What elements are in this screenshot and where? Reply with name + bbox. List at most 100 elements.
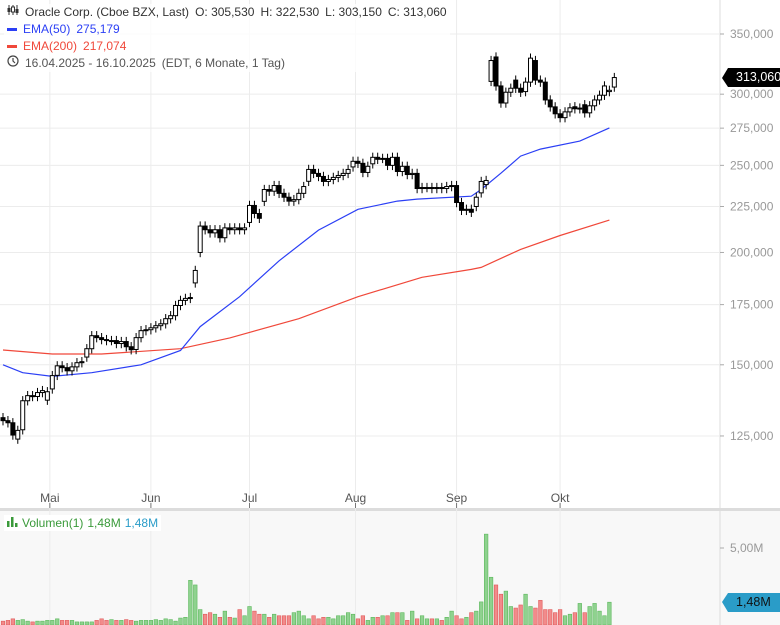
candle-body	[286, 196, 292, 202]
candle-body	[463, 208, 469, 211]
candle	[108, 335, 114, 346]
candle	[286, 192, 292, 206]
candle-body	[84, 348, 90, 358]
candle	[350, 156, 356, 172]
candle-body	[153, 325, 159, 329]
candlestick-icon[interactable]	[7, 4, 19, 21]
candle	[222, 223, 228, 243]
candle-body	[528, 57, 534, 83]
price-tick-label: 225,000	[730, 199, 774, 213]
volume-bar	[5, 620, 11, 625]
month-label: Sep	[446, 491, 468, 505]
ema50-line	[2, 127, 610, 378]
candle	[528, 53, 534, 87]
ema50-label: EMA(50)	[23, 22, 71, 36]
volume-bar	[276, 615, 282, 625]
candle	[606, 85, 612, 97]
volume-bar	[548, 609, 553, 625]
pane-separator	[0, 508, 780, 511]
candle	[542, 77, 548, 105]
candle	[532, 55, 538, 85]
clock-icon	[7, 55, 19, 72]
candle-body	[296, 192, 302, 201]
candle	[143, 325, 149, 336]
volume-bar	[469, 612, 474, 625]
last-price-tag-arrow	[722, 68, 728, 87]
candle	[434, 182, 440, 194]
candle-body	[493, 56, 499, 87]
candle	[84, 344, 90, 362]
volume-bar	[45, 620, 50, 625]
volume-bar	[311, 615, 316, 625]
price-tick-label: 250,000	[730, 158, 774, 172]
candle	[0, 413, 6, 426]
volume-bar	[582, 612, 587, 625]
candle	[483, 175, 489, 190]
volume-bar	[375, 616, 380, 625]
candle-body	[177, 299, 183, 306]
candle	[153, 321, 159, 333]
ema200-swatch	[7, 45, 17, 48]
candle-body	[20, 400, 26, 431]
candle-body	[542, 81, 548, 101]
candle	[360, 158, 366, 178]
candle-body	[597, 94, 603, 101]
candle-body	[523, 81, 529, 93]
candle	[118, 336, 124, 349]
candle-body	[552, 106, 558, 115]
candle	[168, 311, 174, 324]
volume-bar	[419, 615, 425, 625]
candle	[562, 107, 568, 123]
candle	[113, 335, 119, 349]
volume-bar	[69, 620, 75, 625]
candle	[128, 342, 134, 355]
candle	[242, 223, 248, 235]
volume-bar	[410, 610, 415, 625]
volume-bar	[543, 609, 548, 625]
volume-bar	[242, 615, 247, 625]
candle-body	[365, 165, 371, 173]
candle-body	[483, 179, 489, 186]
price-tick-label: 200,000	[730, 245, 774, 259]
candle-body	[394, 156, 400, 172]
volume-bar	[562, 615, 568, 625]
month-label: Jul	[242, 491, 257, 505]
volume-bar	[553, 612, 558, 625]
candle-body	[197, 225, 203, 253]
candle-body	[389, 156, 395, 166]
candle-body	[557, 113, 563, 119]
candle-body	[611, 77, 617, 88]
price-tick-label: 300,000	[730, 87, 774, 101]
volume-bar	[513, 607, 518, 625]
candle	[330, 172, 336, 185]
candle	[316, 168, 322, 182]
candle-body	[409, 172, 415, 176]
candle	[232, 223, 238, 235]
candle	[197, 221, 203, 258]
candle-body	[35, 392, 41, 397]
ema200-legend[interactable]: EMA(200) 217,074	[7, 38, 447, 55]
volume-bar	[434, 618, 439, 625]
volume-bar	[326, 616, 331, 625]
volume-legend[interactable]: Volumen(1) 1,48M 1,48M	[4, 515, 162, 531]
candle	[597, 90, 603, 105]
candle	[74, 358, 80, 372]
candle-body	[118, 341, 124, 345]
candle-body	[606, 89, 612, 93]
volume-bar	[40, 620, 45, 625]
candle-body	[503, 91, 509, 104]
ema50-legend[interactable]: EMA(50) 275,179	[7, 21, 447, 38]
candle	[370, 152, 376, 169]
candle-body	[537, 79, 543, 83]
candle	[444, 181, 450, 194]
candle-body	[15, 429, 21, 440]
candle-body	[271, 185, 277, 192]
volume-bar	[109, 619, 114, 625]
candle-body	[79, 361, 85, 364]
candle-body	[306, 168, 312, 182]
volume-tag-value: 1,48M	[736, 595, 771, 609]
candle-body	[251, 204, 257, 214]
volume-bar	[503, 590, 508, 625]
volume-bar	[129, 620, 134, 625]
